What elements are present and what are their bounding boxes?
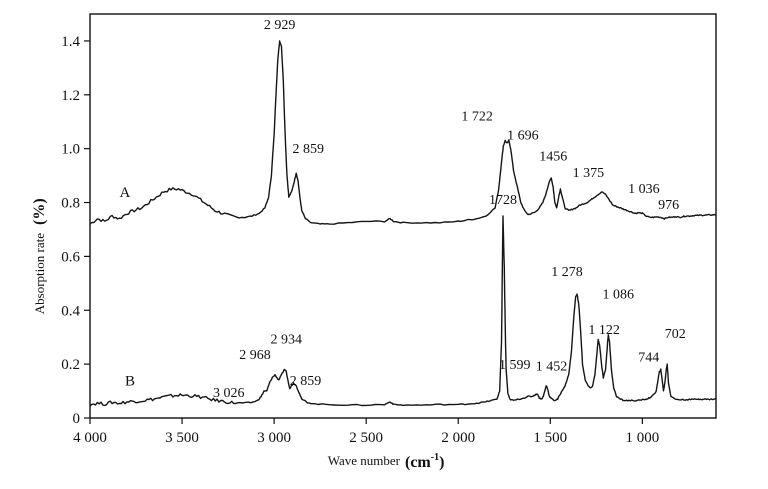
peak-label: 1 375 [573, 166, 605, 181]
peak-label: 1 036 [628, 182, 660, 197]
y-tick-label: 0.2 [61, 357, 80, 373]
peak-label: 702 [665, 327, 686, 342]
peak-label: 2 859 [290, 374, 322, 389]
x-axis-unit-sup: -1 [431, 452, 439, 463]
x-axis-title: Wave number [328, 453, 401, 468]
y-tick-label: 1.0 [61, 142, 80, 158]
peak-label: 2 934 [270, 333, 302, 348]
x-axis-unit-open: (cm [405, 454, 431, 471]
x-axis: 4 000 3 500 3 000 2 500 2 000 1 500 1 000 [73, 418, 659, 446]
x-axis-unit: (cm-1) [405, 452, 444, 471]
peak-label: 976 [658, 198, 679, 213]
x-tick-label: 1 000 [625, 430, 659, 446]
x-tick-label: 2 000 [441, 430, 475, 446]
y-axis: 0 0.2 0.4 0.6 0.8 1.0 1.2 1.4 [61, 34, 90, 427]
peak-label: 1 696 [507, 129, 539, 144]
y-axis-unit: (%) [31, 198, 48, 225]
peak-label: 1 122 [588, 323, 620, 338]
peak-label: 3 026 [213, 386, 245, 401]
peak-label: 1 452 [536, 359, 568, 374]
x-tick-label: 2 500 [349, 430, 383, 446]
peak-label: 1456 [539, 149, 567, 164]
peak-label: 1 722 [461, 110, 493, 125]
peak-label: 1728 [489, 193, 517, 208]
series-B-label: B [125, 374, 135, 390]
series-A-line [89, 40, 717, 225]
series-layer [89, 40, 717, 407]
y-tick-label: 0 [73, 411, 81, 427]
y-axis-title: Absorption rate [32, 233, 47, 314]
x-tick-label: 3 000 [257, 430, 291, 446]
peak-label: 1 278 [551, 265, 583, 280]
peak-label: 2 859 [292, 142, 324, 157]
peak-label: 2 929 [264, 18, 296, 33]
series-B-line [89, 215, 717, 407]
series-A-label: A [119, 185, 130, 201]
peak-label: 1 086 [603, 288, 635, 303]
y-tick-label: 0.4 [61, 303, 80, 319]
x-tick-label: 1 500 [533, 430, 567, 446]
x-tick-label: 3 500 [165, 430, 199, 446]
peak-label: 744 [638, 351, 659, 366]
plot-frame [89, 13, 717, 419]
peak-label: 2 968 [239, 348, 271, 363]
y-tick-label: 0.8 [61, 196, 80, 212]
y-tick-label: 0.6 [61, 249, 80, 265]
y-axis-title-group: Absorption rate (%) [31, 198, 48, 314]
y-tick-label: 1.2 [61, 88, 80, 104]
x-tick-label: 4 000 [73, 430, 107, 446]
y-tick-label: 1.4 [61, 34, 80, 50]
peak-label: 1 599 [499, 358, 531, 373]
x-axis-title-text: Wave number [328, 453, 401, 468]
x-axis-unit-close: ) [439, 454, 444, 471]
